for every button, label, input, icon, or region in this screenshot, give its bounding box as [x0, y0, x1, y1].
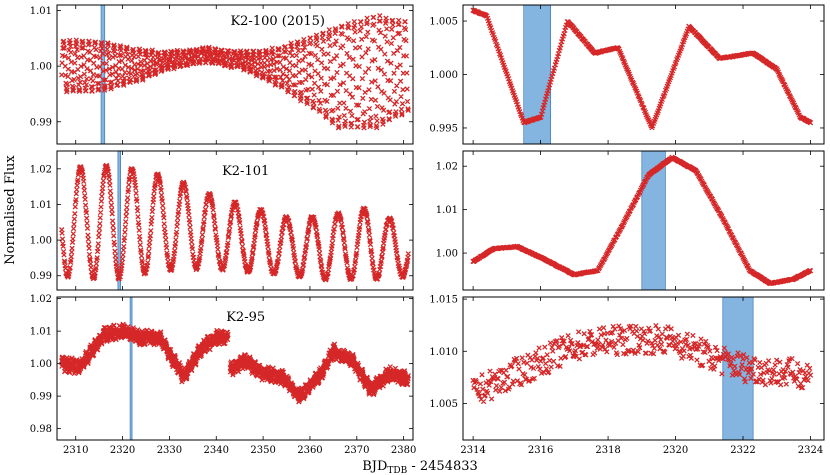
x-ticks — [75, 5, 405, 144]
x-tick-label: 2330 — [157, 445, 182, 456]
y-tick-label: 1.010 — [429, 347, 458, 358]
panel-row2-right: 1.00 1.01 1.02 — [436, 150, 825, 291]
series-0 — [59, 13, 411, 131]
y-tick-label: 1.01 — [30, 327, 52, 338]
x-tick-label: 2310 — [63, 445, 88, 456]
y-tick-label: 0.99 — [30, 392, 52, 403]
axes-frame — [462, 150, 825, 291]
y-tick-label: 1.02 — [30, 164, 52, 175]
x-axis-label-subscript: TDB — [387, 466, 407, 475]
data-points — [59, 321, 411, 405]
y-tick-label: 1.00 — [30, 359, 52, 370]
series-0 — [59, 321, 231, 385]
series-0-markers — [470, 322, 814, 405]
y-axis-label: Normalised Flux — [3, 155, 18, 265]
x-axis-label-main: BJD — [362, 459, 387, 474]
x-tick-label: 2318 — [595, 445, 620, 456]
y-tick-label: 1.000 — [429, 70, 458, 81]
series-0 — [59, 162, 411, 283]
axes-frame — [56, 296, 414, 441]
series-0-markers — [470, 7, 814, 131]
y-ticks: 0.99 1.00 1.01 — [30, 6, 413, 128]
y-ticks: 0.99 1.00 1.01 1.02 — [30, 164, 413, 282]
panel-title: K2-95 — [226, 310, 265, 325]
y-tick-label: 1.02 — [436, 162, 458, 173]
panel-row1-left: 0.99 1.00 1.01 K2-100 (2015) — [30, 4, 414, 145]
axes-frame — [462, 4, 825, 145]
x-tick-label: 2316 — [528, 445, 553, 456]
panel-row3-right: 2314 2316 2318 2320 2322 2324 1.005 1.010 1.015 — [429, 295, 825, 456]
x-tick-label: 2370 — [344, 445, 369, 456]
x-ticks — [75, 151, 405, 290]
x-tick-label: 2322 — [730, 445, 755, 456]
series-0-markers — [59, 13, 411, 131]
x-tick-label: 2320 — [110, 445, 135, 456]
y-tick-label: 1.02 — [30, 294, 52, 305]
series-0-markers — [59, 162, 411, 283]
y-tick-label: 0.995 — [429, 123, 458, 134]
series-0 — [470, 322, 814, 405]
y-tick-label: 1.00 — [30, 62, 52, 73]
y-tick-label: 1.00 — [30, 236, 52, 247]
y-ticks: 1.005 1.010 1.015 — [429, 295, 824, 410]
series-0-markers — [470, 154, 814, 287]
y-tick-label: 1.005 — [429, 399, 458, 410]
y-tick-label: 0.99 — [30, 117, 52, 128]
highlight-band — [129, 296, 133, 441]
x-ticks — [472, 5, 811, 144]
series-0 — [470, 154, 814, 287]
series-1-markers — [227, 341, 411, 405]
series-0-markers — [59, 321, 231, 385]
x-tick-label: 2320 — [663, 445, 688, 456]
x-tick-label: 2380 — [391, 445, 416, 456]
x-tick-label: 2340 — [204, 445, 229, 456]
panel-title: K2-101 — [222, 164, 269, 179]
x-tick-label: 2350 — [250, 445, 275, 456]
x-tick-label: 2360 — [297, 445, 322, 456]
data-points — [59, 162, 411, 283]
panel-row3-left: 2310 2320 2330 2340 2350 2360 2370 2380 0.98 0.99… — [30, 294, 417, 456]
x-ticks: 2314 2316 2318 2320 2322 2324 — [460, 297, 823, 456]
axes-frame — [56, 150, 414, 291]
panel-row2-left: 0.99 1.00 1.01 1.02 K2-101 — [30, 150, 414, 291]
y-tick-label: 1.01 — [30, 200, 52, 211]
y-tick-label: 1.015 — [429, 295, 458, 306]
y-ticks: 1.00 1.01 1.02 — [436, 162, 824, 260]
y-ticks: 0.98 0.99 1.00 1.01 1.02 — [30, 294, 413, 435]
y-ticks: 0.995 1.000 1.005 — [429, 17, 824, 134]
x-axis-label-tail: - 2454833 — [407, 459, 478, 474]
x-tick-label: 2314 — [460, 445, 485, 456]
x-axis-label: BJDTDB - 2454833 — [362, 459, 478, 475]
series-0 — [470, 7, 814, 131]
data-points — [470, 154, 814, 287]
y-tick-label: 1.005 — [429, 17, 458, 28]
y-tick-label: 1.01 — [30, 6, 52, 17]
series-1 — [227, 341, 411, 405]
axes-frame — [462, 296, 825, 441]
data-points — [470, 322, 814, 405]
y-tick-label: 0.98 — [30, 424, 52, 435]
data-points — [470, 7, 814, 131]
y-tick-label: 0.99 — [30, 271, 52, 282]
data-points — [59, 13, 411, 131]
axes-frame — [56, 4, 414, 145]
x-ticks — [472, 151, 811, 290]
y-tick-label: 1.01 — [436, 205, 458, 216]
panel-title: K2-100 (2015) — [230, 14, 325, 29]
panel-row1-right: 0.995 1.000 1.005 — [429, 4, 825, 145]
x-ticks: 2310 2320 2330 2340 2350 2360 2370 2380 — [63, 297, 416, 456]
x-tick-label: 2324 — [798, 445, 823, 456]
y-tick-label: 1.00 — [436, 249, 458, 260]
